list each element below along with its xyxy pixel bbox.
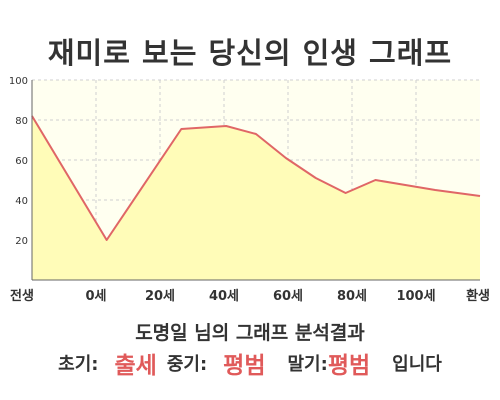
late-value: 평범 [327,353,371,379]
y-tick-label: 100 [9,76,28,87]
y-tick-label: 20 [15,236,28,247]
ending-text: 입니다 [392,354,442,375]
series-line [31,115,481,241]
middle-value: 평범 [223,353,266,379]
x-tick-label: 100세 [396,289,435,304]
x-tick-label: 40세 [209,289,239,304]
page-title: 재미로 보는 당신의 인생 그래프 [47,36,453,70]
area-fill [32,116,480,280]
middle-label: 중기: [166,354,208,375]
x-tick-label: 전생 [10,288,34,304]
x-tick-label: 환생 [466,288,490,304]
x-tick-label: 0세 [85,289,106,304]
analysis-result: 초기: 출세 중기: 평범 말기:평범 입니다 [0,346,500,380]
early-label: 초기: [58,354,99,375]
life-graph-chart: 20 40 60 80 100 전생 0세 20세 40세 60세 80세 100세 환생 [9,76,490,304]
x-tick-label: 60세 [273,289,303,304]
y-tick-label: 80 [15,116,28,127]
x-tick-label: 80세 [337,289,367,304]
early-value: 출세 [114,353,157,379]
x-tick-label: 20세 [145,289,175,304]
late-label: 말기: [287,354,328,375]
analysis-subtitle: 도명일 님의 그래프 분석결과 [135,322,365,344]
y-tick-label: 40 [15,196,28,207]
y-tick-label: 60 [15,156,28,167]
